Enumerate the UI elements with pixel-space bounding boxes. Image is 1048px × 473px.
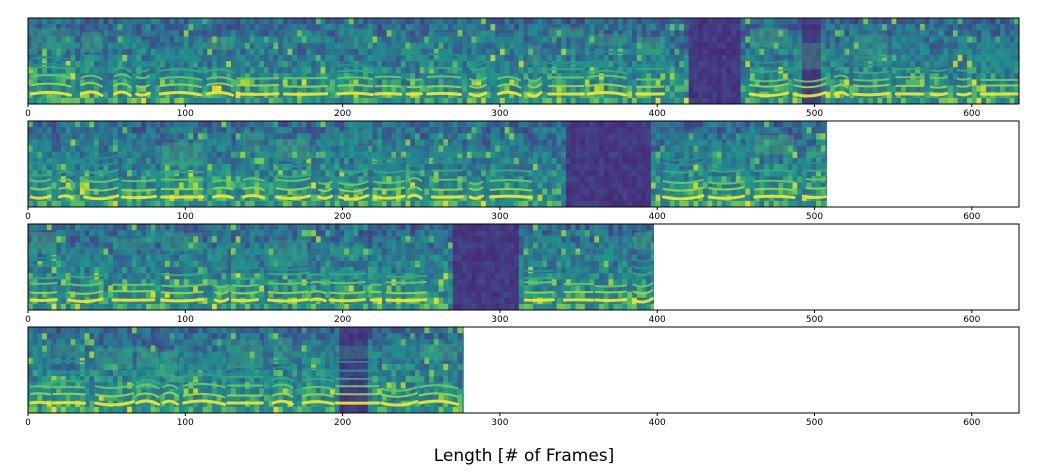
x-tick-label: 500 — [806, 109, 823, 119]
x-tick-label: 300 — [491, 418, 508, 428]
x-tick-label: 200 — [334, 109, 351, 119]
x-tick-label: 400 — [649, 315, 666, 325]
x-tick-label: 400 — [649, 418, 666, 428]
x-tick-label: 600 — [963, 418, 980, 428]
axes-frame — [27, 17, 1020, 105]
x-tick-label: 200 — [334, 212, 351, 222]
x-tick-label: 100 — [177, 315, 194, 325]
x-axis-label: Length [# of Frames] — [433, 446, 615, 466]
axes-frame — [27, 223, 1020, 311]
x-tick-label: 400 — [649, 212, 666, 222]
x-tick-label: 500 — [806, 418, 823, 428]
spectrogram-image — [28, 121, 828, 207]
x-tick-label: 0 — [25, 315, 31, 325]
axes-frame — [27, 120, 1020, 208]
x-tick-label: 600 — [963, 315, 980, 325]
spectrogram-panel-4: 0 100 200 300 400 500 600 — [25, 326, 1020, 428]
x-tick-label: 100 — [177, 418, 194, 428]
x-tick-label: 400 — [649, 109, 666, 119]
spectrogram-panel-1: 0 100 200 300 400 500 600 — [25, 17, 1020, 119]
x-tick-label: 600 — [963, 109, 980, 119]
axes-frame — [27, 326, 1020, 414]
spectrogram-image — [28, 18, 1019, 104]
x-tick-label: 300 — [491, 212, 508, 222]
x-tick-label: 300 — [491, 315, 508, 325]
x-tick-label: 200 — [334, 315, 351, 325]
x-tick-label: 200 — [334, 418, 351, 428]
x-tick-label: 500 — [806, 315, 823, 325]
x-tick-label: 0 — [25, 212, 31, 222]
spectrogram-panel-3: 0 100 200 300 400 500 600 — [25, 223, 1020, 325]
spectrogram-panels: 0 100 200 300 400 500 600 0 100 200 300 400 500 600 0 1… — [25, 17, 1020, 428]
x-tick-label: 600 — [963, 212, 980, 222]
x-tick-label: 300 — [491, 109, 508, 119]
x-tick-label: 0 — [25, 109, 31, 119]
spectrogram-image — [28, 327, 464, 413]
x-tick-label: 100 — [177, 212, 194, 222]
x-tick-label: 0 — [25, 418, 31, 428]
x-tick-label: 500 — [806, 212, 823, 222]
spectrogram-panel-2: 0 100 200 300 400 500 600 — [25, 120, 1020, 222]
spectrogram-image — [28, 224, 655, 310]
x-tick-label: 100 — [177, 109, 194, 119]
